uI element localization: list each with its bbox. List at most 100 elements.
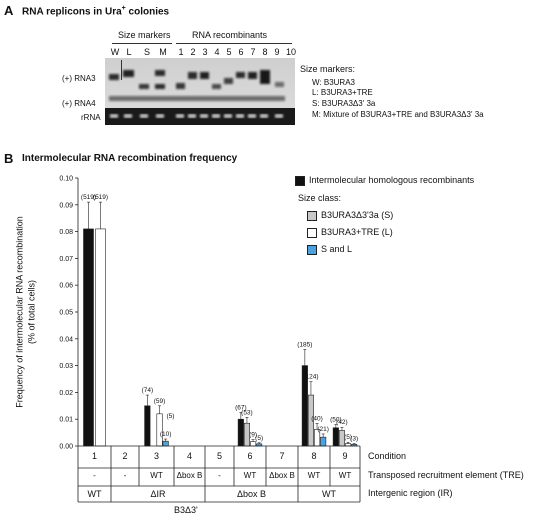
- lane-label: 4: [214, 47, 220, 57]
- bar-count-label: (5): [344, 434, 352, 441]
- bar-count-label: (74): [142, 387, 154, 394]
- y-tick-label: 0.01: [59, 417, 73, 424]
- gel-image: [105, 58, 295, 125]
- bar-small-and-large: [320, 436, 327, 447]
- bar-large: [250, 441, 257, 447]
- northern-blot-gel: [105, 58, 295, 125]
- rrna-label: rRNA: [81, 113, 101, 122]
- rna4-label: (+) RNA4: [62, 99, 96, 108]
- legend-swatch-black: [295, 176, 305, 186]
- bar-count-label: (67): [235, 405, 247, 412]
- size-marker-legend-item: L: B3URA3+TRE: [312, 88, 373, 97]
- y-tick-label: 0.06: [59, 283, 73, 290]
- legend-sizeclass-label: Size class:: [298, 193, 342, 203]
- y-tick-label: 0.05: [59, 310, 73, 317]
- bar-count-label: (40): [311, 415, 323, 422]
- lane-label: 8: [262, 47, 268, 57]
- tre-cell: -: [93, 471, 96, 480]
- legend-swatch-white: [307, 228, 317, 238]
- lane-label: 3: [202, 47, 208, 57]
- construct-footer: B3Δ3': [174, 505, 198, 515]
- bar-count-label: (53): [241, 409, 253, 416]
- bar-count-label: (124): [303, 374, 318, 381]
- legend-swatch-gray: [307, 211, 317, 221]
- tre-row-label: Transposed recruitment element (TRE): [368, 470, 524, 480]
- tre-cell: -: [218, 471, 221, 480]
- legend-item-sl: S and L: [321, 244, 353, 254]
- tre-cell: Δbox B: [176, 471, 203, 480]
- bar-count-label: (59): [154, 398, 166, 405]
- lane-label: 7: [250, 47, 256, 57]
- bar-count-label: (5): [167, 413, 175, 420]
- legend-main-label: Intermolecular homologous recombinants: [309, 175, 475, 185]
- condition-cell: 4: [186, 451, 192, 461]
- y-tick-label: 0.07: [59, 256, 73, 263]
- lane-label: S: [143, 47, 150, 57]
- rna-recombinants-header: RNA recombinants: [192, 30, 268, 40]
- bar-total: [332, 427, 339, 447]
- y-tick-label: 0.03: [59, 363, 73, 370]
- rna-recombinants-rule: [176, 43, 292, 44]
- size-marker-legend-item: S: B3URA3Δ3' 3a: [312, 99, 376, 108]
- bar-count-label: (519): [81, 194, 96, 201]
- bar-large: [95, 228, 106, 447]
- panel-a-title: RNA replicons in Ura+ colonies: [22, 5, 169, 17]
- bar-marks: [83, 201, 358, 447]
- y-tick-label: 0.10: [59, 176, 73, 183]
- condition-cell: 1: [91, 451, 97, 461]
- bar-count-label: (10): [160, 431, 172, 438]
- bar-large: [156, 413, 163, 447]
- lane-label: 9: [274, 47, 280, 57]
- lane-label: 10: [285, 47, 296, 57]
- size-marker-legend-item: M: Mixture of B3URA3+TRE and B3URA3Δ3' 3…: [312, 110, 484, 119]
- ir-row-label: Intergenic region (IR): [368, 488, 453, 498]
- bar-count-labels: (519)(519)(74)(59)(10)(67)(53)(9)(5)(185…: [81, 194, 358, 442]
- bar-count-label: (185): [297, 342, 312, 349]
- bar-count-label: (50): [330, 417, 342, 424]
- lane-label: L: [126, 47, 132, 57]
- tre-cell: WT: [307, 471, 321, 480]
- size-markers-rule: [112, 43, 172, 44]
- rna3-bracket: [121, 60, 122, 80]
- condition-cell: 6: [247, 451, 253, 461]
- bar-count-label: (21): [317, 426, 329, 433]
- legend-item-s: B3URA3Δ3'3a (S): [321, 210, 394, 220]
- rna3-label: (+) RNA3: [62, 74, 96, 83]
- legend-item-l: B3URA3+TRE (L): [321, 227, 393, 237]
- y-tick-label: 0.02: [59, 390, 73, 397]
- panel-a-title-sup: +: [121, 5, 126, 12]
- lane-label: 6: [238, 47, 244, 57]
- bar-total: [83, 228, 94, 447]
- y-tick-label: 0.04: [59, 336, 73, 343]
- legend-swatch-blue: [307, 245, 317, 255]
- bar-total: [144, 405, 151, 447]
- condition-cell: 5: [216, 451, 222, 461]
- tre-cell: Δbox B: [269, 471, 295, 480]
- panel-a-letter: A: [4, 3, 14, 18]
- ir-cell: ΔIR: [150, 489, 166, 499]
- y-tick-label: 0.08: [59, 229, 73, 236]
- bar-count-label: (519): [93, 194, 108, 201]
- tre-cell: WT: [338, 471, 352, 480]
- bar-count-label: (5): [255, 435, 263, 442]
- y-axis: 0.00 0.01 0.02 0.03 0.04 0.05 0.06 0.07 0.08 0.09…: [59, 176, 79, 451]
- panel-a-title-tail: colonies: [125, 6, 170, 18]
- size-marker-legend-item: W: B3URA3: [312, 78, 355, 87]
- tre-cell: WT: [150, 471, 163, 480]
- size-marker-legend-title: Size markers:: [300, 64, 356, 74]
- condition-cell: 2: [122, 451, 128, 461]
- ir-cell: WT: [322, 489, 336, 499]
- tre-cell: WT: [243, 471, 257, 480]
- condition-cell: 7: [279, 451, 285, 461]
- bar-small-and-large: [162, 440, 169, 447]
- y-tick-label: 0.00: [59, 444, 73, 451]
- condition-cell: 9: [342, 451, 348, 461]
- lane-label: W: [110, 47, 120, 57]
- ir-cell: Δbox B: [236, 489, 267, 499]
- bar-count-label: (9): [249, 432, 257, 439]
- ir-cell: WT: [87, 489, 102, 499]
- bar-count-label: (42): [336, 419, 348, 426]
- condition-cell: 8: [311, 451, 317, 461]
- bar-count-label: (3): [350, 436, 358, 443]
